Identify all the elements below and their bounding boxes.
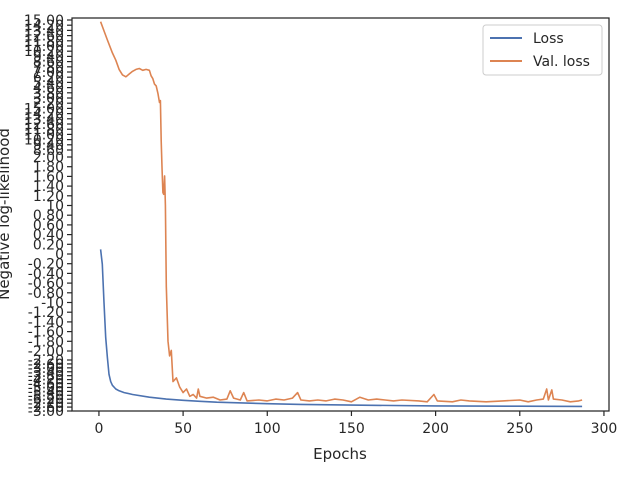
y-tick-label-dense: -4.20 [28, 373, 64, 389]
plot-area [71, 17, 610, 412]
y-tick-label: -1.60 [28, 325, 64, 341]
y-tick-label-dense: 12.60 [24, 29, 64, 45]
y-tick-label-dense: 9.40 [33, 49, 64, 65]
plot-frame [71, 17, 610, 412]
y-tick-label-dense: 8.60 [33, 143, 64, 159]
x-tick-label: 0 [94, 421, 103, 437]
y-tick-label-dense: 14.20 [24, 18, 64, 34]
y-tick-label-dense: 9.40 [33, 138, 64, 154]
y-tick-label: 0.60 [33, 218, 64, 234]
legend-label-val-loss: Val. loss [533, 54, 590, 70]
x-tick-label: 300 [591, 421, 618, 437]
legend-label-loss: Loss [533, 31, 564, 47]
y-tick-label-dense: -5.00 [28, 380, 64, 396]
y-tick-label-dense: 11.80 [24, 34, 64, 50]
y-tick-label-dense: -4.60 [28, 377, 64, 393]
y-tick-label-dense: 13.40 [24, 23, 64, 39]
y-tick-label-dense: -6.20 [28, 392, 64, 408]
y-tick-label: 0.80 [33, 208, 64, 224]
y-tick-label-dense: 3.00 [33, 91, 64, 107]
y-tick-label: 1.60 [33, 169, 64, 185]
y-tick-label: 0.20 [33, 237, 64, 253]
y-tick-label: 0.40 [33, 228, 64, 244]
y-tick-label: -1.20 [28, 305, 64, 321]
y-tick-label: -0.20 [28, 257, 64, 273]
y-tick-label-dense: 4.60 [33, 81, 64, 97]
y-tick-label: -2.00 [28, 344, 64, 360]
x-axis: 0 50 100 150 200 250 300 [94, 411, 617, 437]
y-axis-label: Negative log-likelihood [0, 128, 13, 300]
y-tick-label-dense: 10.20 [24, 44, 64, 60]
x-tick-label: 100 [254, 421, 281, 437]
y-tick-label: 10 [46, 199, 64, 215]
y-tick-label-dense: -3.00 [28, 404, 64, 420]
y-tick-label: -0.80 [28, 286, 64, 302]
y-tick-label: -1.80 [28, 334, 64, 350]
y-tick-label-dense: 12.60 [24, 117, 64, 133]
y-tick-label-dense: 11.80 [24, 122, 64, 138]
y-tick-label: -0.40 [28, 266, 64, 282]
y-tick-label-dense: -3.00 [28, 361, 64, 377]
y-tick-label: 0 [55, 247, 64, 263]
y-tick-label-dense: 7.80 [33, 60, 64, 76]
x-tick-label: 250 [506, 421, 533, 437]
y-tick-label-dense: 11.00 [24, 39, 64, 55]
y-tick-label-dense: 10.20 [24, 133, 64, 149]
y-tick-label: 1.40 [33, 179, 64, 195]
y-tick-label: -10 [41, 296, 64, 312]
y-tick-label-dense: -2.60 [28, 357, 64, 373]
y-tick-label-dense: 5.40 [33, 75, 64, 91]
y-tick-label: -1.40 [28, 315, 64, 331]
y-tick-label-dense: 3.80 [33, 86, 64, 102]
y-axis: 2.001.801.601.401.20100.800.600.400.200-… [24, 13, 72, 420]
y-tick-label-dense: 13.40 [24, 112, 64, 128]
y-tick-label-dense: -5.80 [28, 388, 64, 404]
y-tick-label-dense: 8.60 [33, 55, 64, 71]
plot-background [72, 18, 609, 411]
y-tick-label-dense: -2.20 [28, 396, 64, 412]
y-tick-label: 2.00 [33, 150, 64, 166]
y-tick-label-dense: -2.60 [28, 400, 64, 416]
y-tick-label-dense: 6.20 [33, 70, 64, 86]
y-tick-label-dense: 14.20 [24, 107, 64, 123]
legend: Loss Val. loss [482, 24, 603, 76]
y-tick-label-dense: 15.00 [24, 13, 64, 29]
y-tick-label-dense: -3.80 [28, 369, 64, 385]
x-tick-label: 50 [174, 421, 192, 437]
y-tick-label-dense: 7.00 [33, 65, 64, 81]
y-tick-label-dense: 2.20 [33, 96, 64, 112]
y-tick-label-dense: -3.40 [28, 365, 64, 381]
series-line-val-loss [99, 21, 583, 403]
y-tick-label-dense: -2.20 [28, 353, 64, 369]
x-tick-label: 150 [338, 421, 365, 437]
y-tick-label: 1.80 [33, 160, 64, 176]
y-tick-label-dense: 11.00 [24, 127, 64, 143]
y-tick-label: 1.20 [33, 189, 64, 205]
series-line-loss [99, 249, 583, 408]
x-tick-label: 200 [422, 421, 449, 437]
y-tick-label-dense: 15.00 [24, 101, 64, 117]
series-layer [99, 21, 583, 408]
y-tick-label-dense: -5.40 [28, 384, 64, 400]
x-axis-label: Epochs [313, 445, 367, 463]
y-tick-label: -0.60 [28, 276, 64, 292]
